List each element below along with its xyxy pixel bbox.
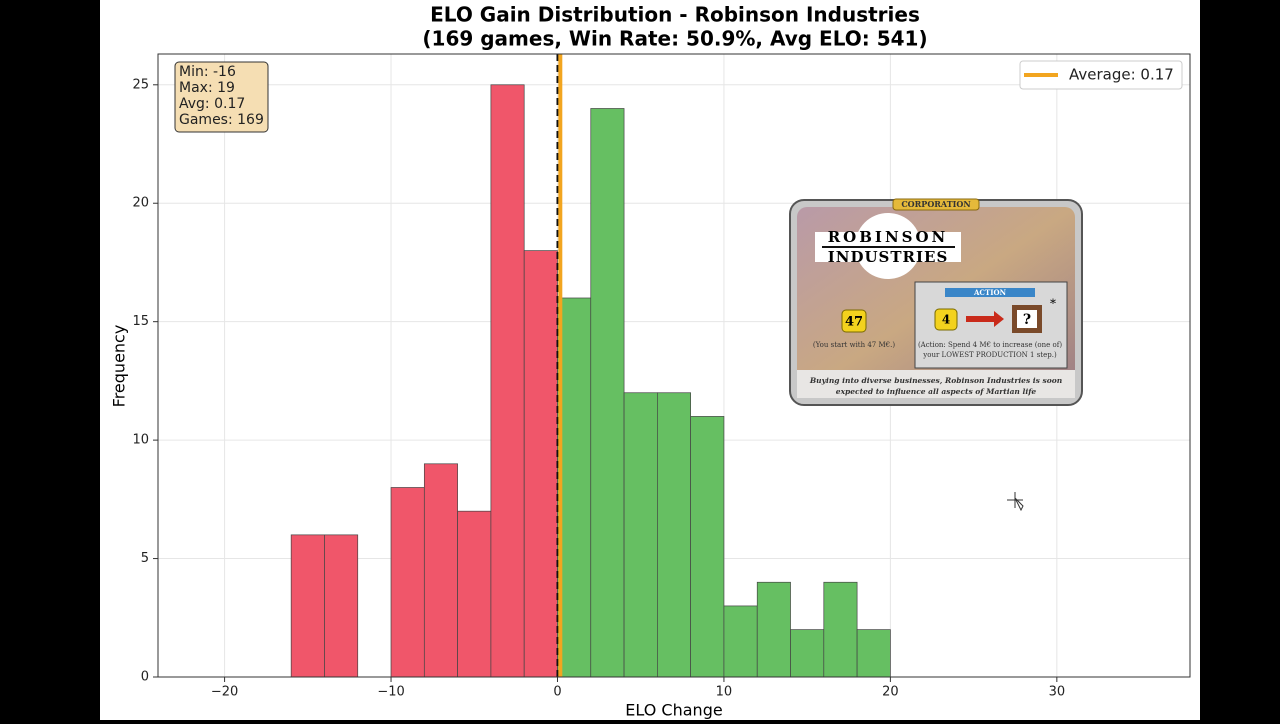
bar: [623, 392, 658, 678]
chart-subtitle: (169 games, Win Rate: 50.9%, Avg ELO: 54…: [422, 27, 927, 51]
asterisk: *: [1050, 297, 1056, 311]
bar: [590, 108, 625, 678]
card-banner: [892, 198, 980, 211]
bar: [823, 581, 858, 678]
card-name: ROBINSON: [828, 228, 949, 246]
bar: [490, 84, 525, 678]
bar: [557, 297, 592, 678]
legend-box: [1019, 60, 1183, 90]
x-tick-label: 10: [716, 685, 733, 700]
bar: [324, 534, 359, 678]
bar: [290, 534, 325, 678]
bar: [856, 629, 891, 678]
y-tick-label: 15: [132, 314, 149, 329]
flavor-text: expected to influence all aspects of Mar…: [836, 387, 1037, 396]
card-banner-text: CORPORATION: [901, 199, 970, 209]
y-tick-label: 25: [132, 77, 149, 92]
cost-icon: [934, 308, 958, 331]
stats-text: Max: 19: [179, 80, 235, 96]
mc-icon: [841, 309, 867, 333]
action-text: your LOWEST PRODUCTION 1 step.): [922, 351, 1057, 359]
x-tick-label: 0: [553, 685, 561, 700]
legend-label: Average: 0.17: [1069, 66, 1174, 84]
x-tick-label: −10: [377, 685, 404, 700]
card-image: CORPORATION ROBINSON INDUSTRIES 47 (You …: [789, 198, 1083, 406]
y-tick-label: 10: [132, 433, 149, 448]
card-name: INDUSTRIES: [828, 248, 949, 266]
x-tick-label: 20: [882, 685, 899, 700]
action-cost: 4: [942, 313, 950, 327]
y-axis-label: Frequency: [110, 325, 129, 408]
start-mc: 47: [845, 315, 863, 330]
bar: [523, 250, 558, 678]
bar: [423, 463, 458, 678]
x-tick-label: −20: [211, 685, 238, 700]
x-axis-label: ELO Change: [625, 701, 722, 720]
bar: [657, 392, 691, 678]
bar: [756, 581, 791, 678]
card-footer: [797, 370, 1075, 398]
y-tick-label: 0: [141, 670, 149, 685]
flavor-text: Buying into diverse businesses, Robinson…: [809, 376, 1062, 385]
stats-text: Min: -16: [179, 64, 236, 80]
start-text: (You start with 47 M€.): [813, 341, 895, 349]
action-title: ACTION: [973, 288, 1007, 297]
action-text: (Action: Spend 4 M€ to increase (one of): [918, 341, 1062, 349]
action-result: ?: [1023, 312, 1031, 328]
y-tick-label: 20: [132, 196, 149, 211]
action-banner: [945, 288, 1035, 297]
bar: [690, 416, 725, 678]
stats-text: Avg: 0.17: [179, 96, 245, 112]
stats-box: [174, 61, 269, 133]
production-inner: [1017, 310, 1037, 328]
plot-frame: [157, 53, 1191, 678]
bar: [390, 487, 425, 678]
chart-title: ELO Gain Distribution - Robinson Industr…: [430, 3, 920, 27]
bar: [790, 629, 825, 678]
cursor: [1007, 492, 1024, 512]
bar: [723, 605, 758, 678]
x-tick-label: 30: [1049, 685, 1066, 700]
y-tick-label: 5: [141, 551, 149, 566]
action-arrow: [966, 311, 1004, 327]
stats-text: Games: 169: [179, 112, 264, 128]
bar: [457, 510, 492, 678]
